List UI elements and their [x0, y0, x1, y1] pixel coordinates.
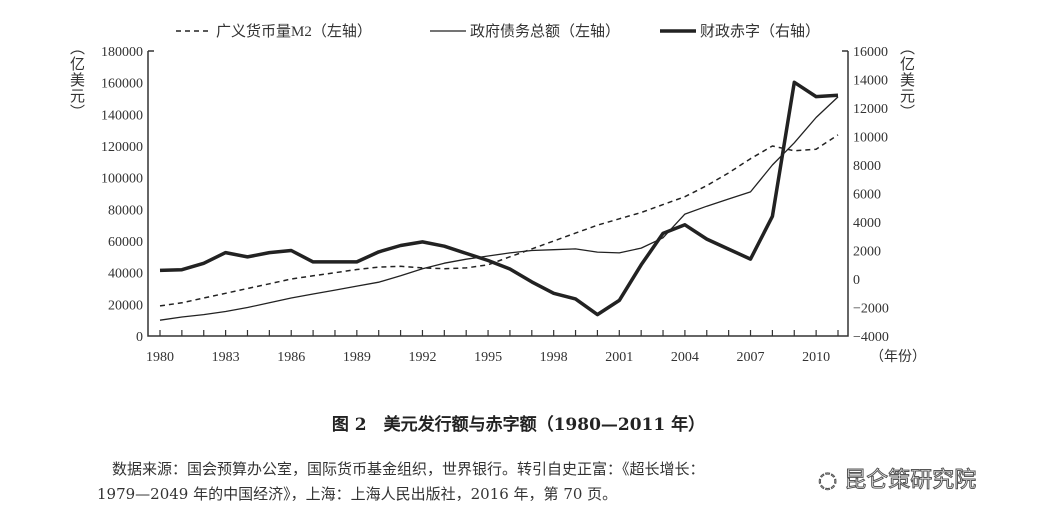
x-tick-label: 2007: [737, 350, 765, 365]
y-left-tick-label: 120000: [101, 140, 143, 155]
x-tick-label: 1998: [540, 350, 568, 365]
chart: 1980 1983 1986 1989 1992 1995 1998 2001 2004 2007…: [101, 23, 926, 365]
series-line-1: [159, 134, 839, 307]
x-tick-label: 1992: [408, 350, 436, 365]
x-tick-label: 2001: [605, 350, 633, 365]
x-tick-label: 1983: [212, 350, 240, 365]
y-right-axis-label: （亿美元）: [898, 40, 914, 120]
legend-label: 政府债务总额（左轴）: [470, 23, 620, 40]
y-right-tick-label: −2000: [853, 302, 889, 317]
y-left-tick-label: 80000: [108, 203, 143, 218]
watermark-logo: ◌ 昆仑策研究院: [817, 468, 977, 494]
y-left-tick-label: 60000: [108, 235, 143, 250]
figure-caption: 图 2 美元发行额与赤字额（1980—2011 年）: [331, 415, 706, 435]
x-tick-label: 1995: [474, 350, 502, 365]
axes-frame: [147, 51, 849, 337]
x-tick-label: 1986: [277, 350, 305, 365]
y-right-tick-label: 0: [853, 273, 860, 288]
y-right-tick-label: 14000: [853, 74, 888, 89]
x-tick-label: 2004: [671, 350, 699, 365]
source-line-1: 数据来源：国会预算办公室，国际货币基金组织，世界银行。转引自史正富：《超长增长：: [112, 460, 705, 478]
y-left-tick-label: 100000: [101, 172, 143, 187]
y-right-tick-label: −4000: [853, 330, 889, 345]
x-tick-label: 1989: [343, 350, 371, 365]
y-right-tick-label: 16000: [853, 45, 888, 60]
watermark-text: 昆仑策研究院: [844, 468, 977, 494]
y-left-tick-label: 40000: [108, 267, 143, 282]
y-left-tick-label: 140000: [101, 108, 143, 123]
y-left-tick-label: 180000: [101, 45, 143, 60]
legend-label: 财政赤字（右轴）: [700, 23, 820, 40]
y-left-tick-label: 0: [136, 330, 143, 345]
y-right-tick-label: 2000: [853, 245, 881, 260]
y-right-tick-label: 8000: [853, 159, 881, 174]
y-right-tick-label: 4000: [853, 216, 881, 231]
y-left-axis-label: （亿美元）: [68, 40, 84, 120]
y-right-tick-label: 6000: [853, 188, 881, 203]
series-line-3: [159, 80, 839, 317]
y-left-tick-label: 160000: [101, 77, 143, 92]
series-line-2: [159, 96, 839, 321]
x-axis-label: （年份）: [870, 349, 926, 365]
source-line-2: 1979—2049 年的中国经济》，上海：上海人民出版社，2016 年，第 70…: [97, 485, 618, 503]
legend-label: 广义货币量M2（左轴）: [216, 23, 372, 40]
y-right-tick-label: 10000: [853, 131, 888, 146]
x-tick-label: 1980: [146, 350, 174, 365]
y-right-tick-label: 12000: [853, 102, 888, 117]
y-left-tick-label: 20000: [108, 298, 143, 313]
x-tick-label: 2010: [802, 350, 830, 365]
